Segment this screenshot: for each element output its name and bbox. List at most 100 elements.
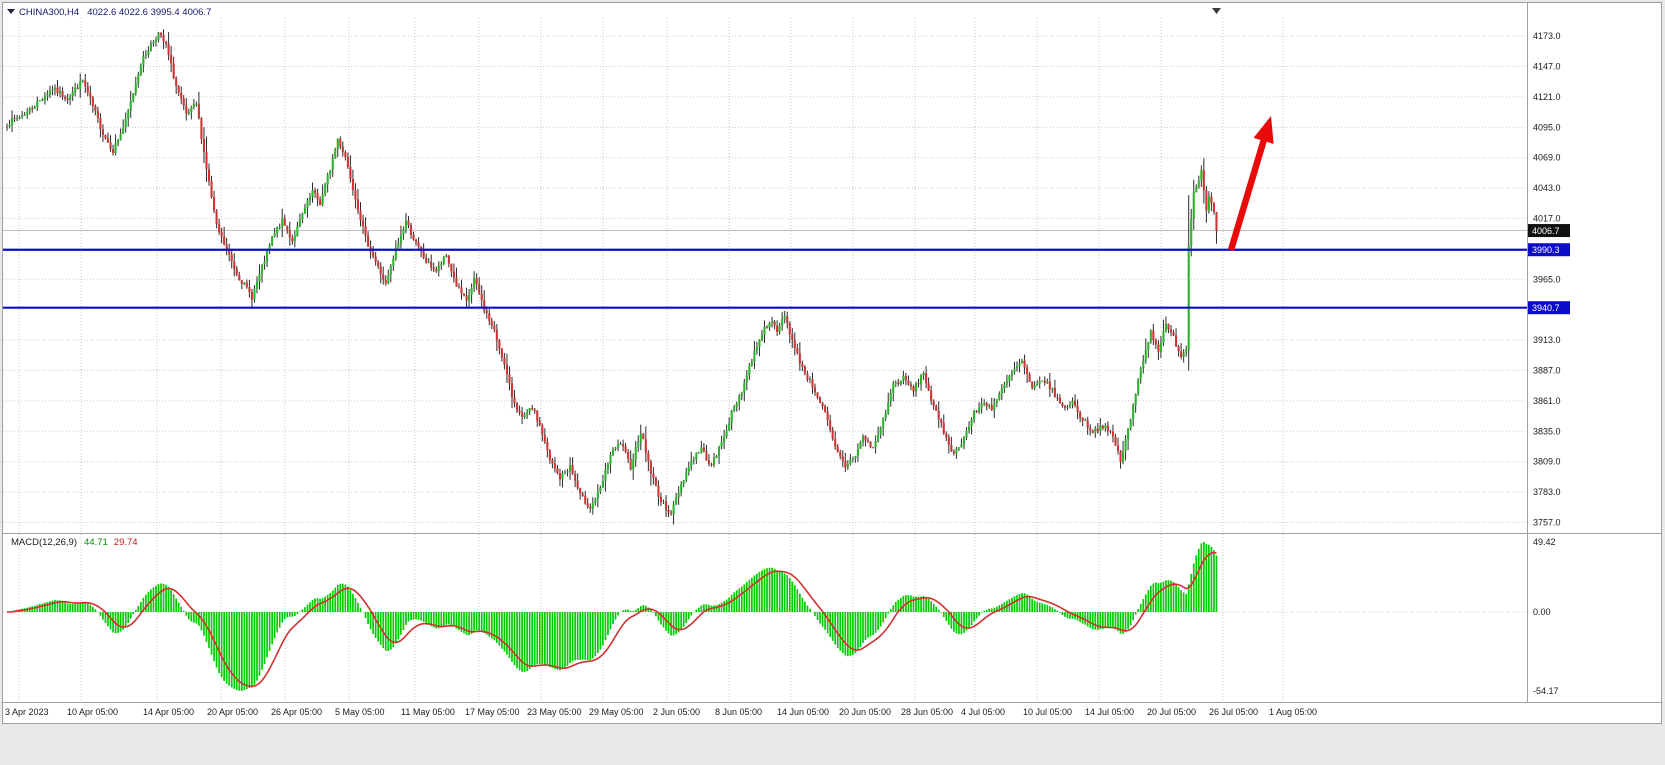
candle-body bbox=[1185, 349, 1188, 353]
macd-tick-label: 0.00 bbox=[1533, 607, 1551, 617]
candle-body bbox=[932, 400, 935, 406]
candle-body bbox=[351, 178, 354, 191]
candle-body bbox=[652, 473, 655, 478]
candle-body bbox=[579, 487, 582, 494]
candle-body bbox=[909, 384, 912, 387]
line-price-badge-label: 3990.3 bbox=[1532, 245, 1560, 255]
candle-body bbox=[553, 463, 556, 469]
candle-body bbox=[859, 442, 862, 449]
candle-body bbox=[1182, 352, 1185, 358]
candle-body bbox=[811, 379, 814, 388]
trend-arrow[interactable] bbox=[1227, 116, 1274, 251]
candle-body bbox=[1119, 451, 1122, 462]
candle-body bbox=[718, 446, 721, 456]
candle-body bbox=[1089, 427, 1092, 431]
candle-body bbox=[334, 148, 337, 159]
candle-body bbox=[609, 454, 612, 465]
candle-body bbox=[425, 257, 428, 263]
candle-body bbox=[147, 50, 150, 55]
time-label: 28 Jun 05:00 bbox=[901, 707, 953, 717]
candle-body bbox=[1124, 439, 1127, 452]
candle-body bbox=[43, 96, 46, 100]
candle-body bbox=[210, 181, 213, 198]
candle-body bbox=[1094, 428, 1097, 433]
candle-body bbox=[644, 439, 647, 454]
time-axis[interactable]: 3 Apr 2023 10 Apr 05:00 14 Apr 05:00 20 Apr… bbox=[5, 707, 1317, 717]
candle-body bbox=[750, 361, 753, 366]
candle-body bbox=[561, 473, 564, 480]
candle-body bbox=[743, 382, 746, 393]
candle-body bbox=[1164, 323, 1168, 332]
candle-body bbox=[523, 415, 526, 418]
candle-body bbox=[558, 473, 562, 480]
candle-body bbox=[957, 447, 960, 449]
candle-body bbox=[397, 243, 400, 249]
candle-body bbox=[177, 86, 180, 93]
candle-body bbox=[829, 420, 832, 430]
candle-body bbox=[119, 133, 122, 140]
support-resistance-lines[interactable] bbox=[3, 248, 1527, 309]
time-label: 14 Jul 05:00 bbox=[1085, 707, 1134, 717]
candle-body bbox=[473, 278, 476, 288]
candle-body bbox=[1172, 332, 1175, 336]
candle-body bbox=[765, 326, 769, 328]
candle-body bbox=[493, 325, 496, 330]
candlestick-series bbox=[5, 29, 1218, 525]
candle-body bbox=[639, 433, 642, 443]
candle-body bbox=[228, 249, 231, 255]
candle-body bbox=[114, 143, 117, 154]
candle-body bbox=[389, 265, 392, 276]
candle-body bbox=[1099, 425, 1102, 432]
candle-body bbox=[308, 196, 312, 201]
candle-body bbox=[1127, 428, 1130, 440]
candle-body bbox=[771, 321, 774, 323]
candle-body bbox=[563, 472, 567, 474]
candle-body bbox=[589, 506, 592, 509]
arrow-head[interactable] bbox=[1253, 116, 1274, 144]
candle-body bbox=[1137, 379, 1140, 394]
candle-body bbox=[614, 447, 617, 450]
candle-body bbox=[849, 459, 852, 465]
candle-body bbox=[91, 97, 94, 107]
arrow-shaft[interactable] bbox=[1227, 130, 1270, 251]
price-tick-label: 3757.0 bbox=[1533, 517, 1561, 527]
candle-body bbox=[331, 158, 334, 171]
candle-body bbox=[920, 375, 923, 385]
candle-body bbox=[556, 468, 559, 474]
candle-body bbox=[947, 437, 950, 445]
candle-body bbox=[629, 458, 632, 470]
time-label: 14 Jun 05:00 bbox=[777, 707, 829, 717]
candle-body bbox=[336, 138, 339, 149]
chart-canvas[interactable]: 4173.0 4147.0 4121.0 4095.0 4069.0 4043.0 4017… bbox=[3, 3, 1661, 721]
candle-body bbox=[84, 80, 87, 87]
candle-body bbox=[634, 447, 637, 460]
candle-body bbox=[1018, 363, 1021, 367]
candle-body bbox=[66, 98, 69, 101]
candle-body bbox=[1197, 180, 1200, 188]
candle-body bbox=[8, 124, 11, 127]
candle-body bbox=[836, 446, 839, 453]
candle-body bbox=[667, 509, 670, 513]
macd-tick-label: -54.17 bbox=[1533, 686, 1559, 696]
candle-body bbox=[788, 323, 791, 335]
candle-body bbox=[1116, 445, 1120, 452]
candle-body bbox=[71, 91, 74, 97]
candle-body bbox=[808, 379, 811, 381]
time-label: 10 Apr 05:00 bbox=[67, 707, 118, 717]
candle-body bbox=[1132, 405, 1135, 420]
candle-body bbox=[611, 449, 615, 455]
candle-body bbox=[1114, 436, 1117, 446]
time-label: 26 Jul 05:00 bbox=[1209, 707, 1258, 717]
candle-body bbox=[1162, 331, 1165, 343]
ohlc-values-label: 4022.6 4022.6 3995.4 4006.7 bbox=[87, 7, 211, 18]
candle-body bbox=[392, 258, 395, 266]
panel-separators[interactable] bbox=[3, 3, 1661, 703]
candle-body bbox=[1021, 360, 1024, 364]
candle-body bbox=[76, 87, 79, 89]
candle-body bbox=[450, 263, 453, 272]
candle-body bbox=[23, 115, 26, 116]
price-axis[interactable]: 4173.0 4147.0 4121.0 4095.0 4069.0 4043.0 4017… bbox=[1528, 31, 1570, 696]
candle-body bbox=[240, 280, 243, 285]
candle-body bbox=[566, 471, 569, 473]
candle-body bbox=[490, 320, 493, 326]
